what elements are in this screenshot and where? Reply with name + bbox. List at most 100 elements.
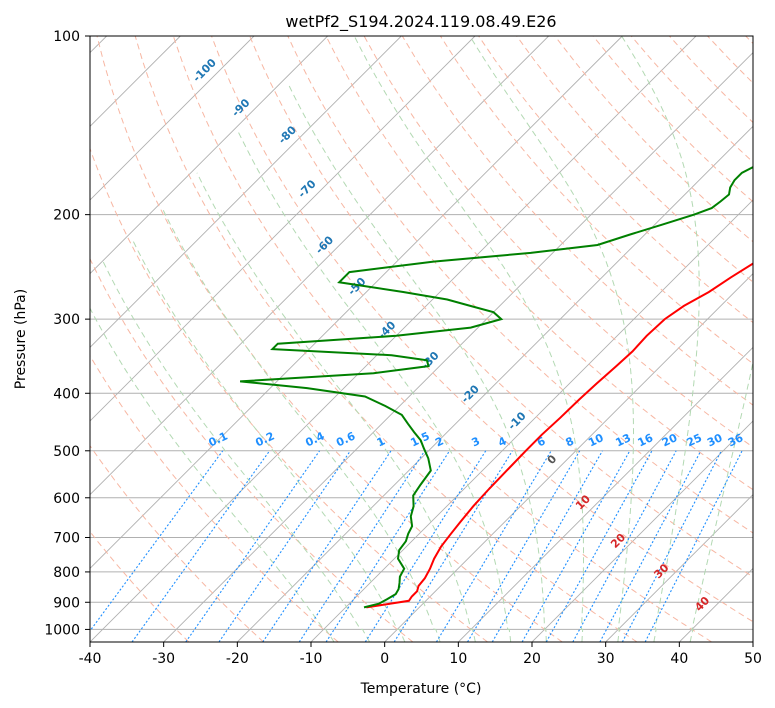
isotherm-line [679, 567, 753, 642]
isotherm-line [458, 346, 753, 642]
mixing-ratio-line [393, 450, 513, 642]
dry-adiabat-line [287, 36, 753, 534]
dry-adiabat-line [96, 36, 563, 642]
x-tick-label: 10 [449, 651, 467, 667]
chart-title: wetPf2_S194.2024.119.08.49.E26 [285, 12, 556, 32]
isotherm-label: -10 [505, 409, 528, 432]
mixing-ratio-line [298, 450, 426, 642]
dry-adiabat-line [325, 36, 753, 491]
mixing-ratio-line [262, 450, 392, 642]
mixing-ratio-label: 20 [660, 431, 680, 449]
moist-adiabat-line [469, 36, 634, 642]
isotherm-label: -80 [276, 123, 299, 146]
isotherm-line [531, 420, 753, 642]
isotherm-line [90, 36, 623, 569]
plot-border [89, 35, 754, 643]
dry-adiabat-line [554, 36, 753, 243]
dry-adiabat-line [592, 36, 753, 203]
isotherm-label: 0 [545, 452, 560, 467]
mixing-ratio-label: 6 [535, 434, 548, 449]
isotherm-line [90, 36, 549, 496]
dry-adiabat-line [669, 36, 753, 124]
isotherm-line [90, 36, 697, 642]
dry-adiabat-line [134, 36, 638, 642]
moist-adiabat-line [689, 360, 753, 642]
dry-adiabat-line [516, 36, 753, 283]
mixing-ratio-label: 10 [586, 431, 606, 449]
x-tick-label: 50 [744, 651, 762, 667]
y-tick-label: 200 [53, 208, 80, 224]
plot-frame [89, 35, 754, 643]
y-tick-label: 100 [53, 29, 80, 45]
isotherm-line [605, 494, 753, 642]
x-tick-label: -30 [152, 651, 175, 667]
moist-adiabat-line [196, 172, 476, 642]
isotherm-line [90, 36, 255, 201]
axis-ticks: -40 -30 -20 -10 0 10 20 30 40 5010020030040050060… [44, 29, 762, 667]
isopleth-labels: 0.1 0.2 0.4 0.6 1 1.5 2 3 4 6 8 10 13 16 20 25 30 36-100-… [190, 56, 745, 614]
x-tick-label: 20 [523, 651, 541, 667]
dry-adiabat-line [745, 36, 753, 45]
mixing-ratio-label: 30 [705, 431, 725, 449]
y-tick-label: 400 [53, 386, 80, 402]
isotherm-label: 20 [608, 531, 628, 551]
moist-adiabat-line [90, 307, 335, 642]
dry-adiabat-line [90, 444, 264, 642]
dry-adiabat-line [249, 36, 753, 578]
mixing-ratio-line [545, 450, 653, 642]
mixing-ratio-label: 8 [564, 434, 576, 449]
x-tick-label: -20 [226, 651, 249, 667]
dry-adiabat-line [90, 147, 488, 642]
mixing-ratio-line [599, 450, 702, 642]
mixing-ratio-label: 2 [433, 434, 445, 449]
y-tick-label: 700 [53, 531, 80, 547]
isotherm-label: -100 [190, 56, 219, 85]
moist-adiabat-line [621, 36, 700, 642]
dry-adiabat-line [90, 354, 339, 642]
moist-adiabat-line [161, 207, 441, 642]
mixing-ratio-label: 3 [470, 434, 482, 449]
mixing-ratio-line [467, 450, 581, 642]
x-tick-label: 40 [670, 651, 688, 667]
moist-adiabat-line [102, 261, 371, 642]
x-tick-label: 30 [597, 651, 615, 667]
mixing-ratio-line [435, 450, 552, 642]
mixing-ratio-line [364, 450, 487, 642]
mixing-ratio-line [521, 450, 631, 642]
isotherm-line [752, 641, 753, 642]
isotherm-label: 40 [692, 594, 712, 614]
isotherm-label: -90 [229, 96, 252, 119]
background-lines [90, 36, 753, 642]
x-axis-label: Temperature (°C) [360, 681, 482, 697]
mixing-ratio-label: 36 [726, 431, 746, 449]
isotherm-line [90, 36, 402, 348]
isotherm-label: -40 [375, 318, 398, 341]
y-tick-label: 1000 [44, 622, 80, 638]
dry-adiabat-line [90, 257, 414, 642]
dewpoint-profile-line [240, 166, 753, 609]
mixing-ratio-label: 0.6 [334, 429, 357, 449]
isotherm-label: 10 [573, 492, 593, 512]
mixing-ratio-line [90, 450, 224, 632]
isotherm-line [90, 36, 476, 422]
x-tick-label: 0 [380, 651, 389, 667]
y-tick-label: 800 [53, 565, 80, 581]
mixing-ratio-label: 1 [375, 434, 387, 449]
dry-adiabat-line [172, 36, 712, 642]
isotherm-label: -60 [313, 233, 336, 256]
temperature-profile-line [366, 262, 753, 609]
mixing-ratio-label: 0.2 [253, 429, 276, 449]
moist-adiabat-line [287, 82, 547, 642]
isotherm-label: -70 [295, 177, 318, 200]
isotherm-line [90, 36, 328, 275]
x-tick-label: -10 [300, 651, 323, 667]
sounding-series [240, 166, 753, 609]
moist-adiabat-line [131, 238, 406, 642]
y-tick-label: 500 [53, 444, 80, 460]
dry-adiabat-line [211, 36, 753, 623]
mixing-ratio-line [325, 450, 451, 642]
isotherm-line [163, 52, 753, 642]
y-tick-label: 300 [53, 312, 80, 328]
y-tick-label: 600 [53, 491, 80, 507]
